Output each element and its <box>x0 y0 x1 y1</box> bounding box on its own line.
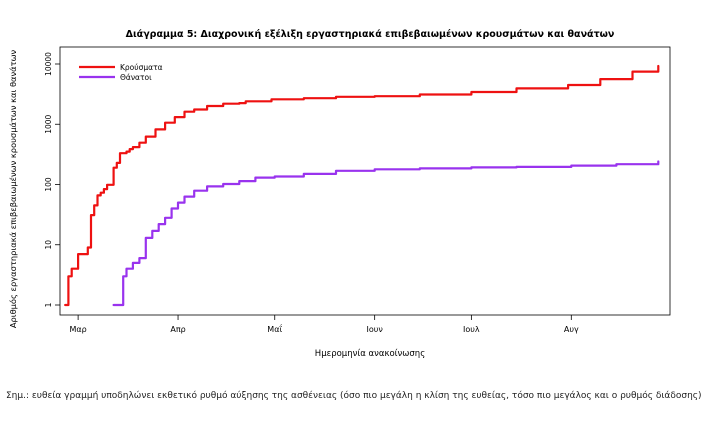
y-axis-label: Αριθμός εργαστηριακά επιβεβαιωμένων κρου… <box>8 49 18 328</box>
footnote: Σημ.: ευθεία γραμμή υποδηλώνει εκθετικό … <box>6 391 702 401</box>
x-axis-label: Ημερομηνία ανακοίνωσης <box>315 349 425 359</box>
x-tick-label: Μαΐ <box>267 323 282 334</box>
y-tick-label: 10 <box>44 240 53 250</box>
y-tick-label: 1 <box>44 302 53 307</box>
x-axis: Μαρ Απρ Μαΐ Ιουν Ιουλ Αυγ <box>69 315 579 334</box>
y-tick-label: 10000 <box>44 52 53 76</box>
x-tick-label: Απρ <box>170 325 185 334</box>
chart-title: Διάγραμμα 5: Διαχρονική εξέλιξη εργαστηρ… <box>126 29 615 40</box>
series-line-cases <box>64 64 660 307</box>
plot-frame <box>59 46 671 316</box>
x-tick-label: Μαρ <box>69 325 86 334</box>
y-tick-label: 100 <box>44 177 53 192</box>
legend-label: Θάνατοι <box>120 73 152 82</box>
x-tick-label: Ιουλ <box>463 325 480 334</box>
series-line-deaths <box>112 160 660 307</box>
legend-label: Κρούσματα <box>120 63 163 72</box>
series-layer <box>64 64 660 307</box>
x-tick-label: Ιουν <box>366 325 383 334</box>
y-tick-label: 1000 <box>44 114 53 133</box>
y-axis: 1 10 100 1000 10000 <box>44 52 60 307</box>
x-tick-label: Αυγ <box>564 325 579 334</box>
